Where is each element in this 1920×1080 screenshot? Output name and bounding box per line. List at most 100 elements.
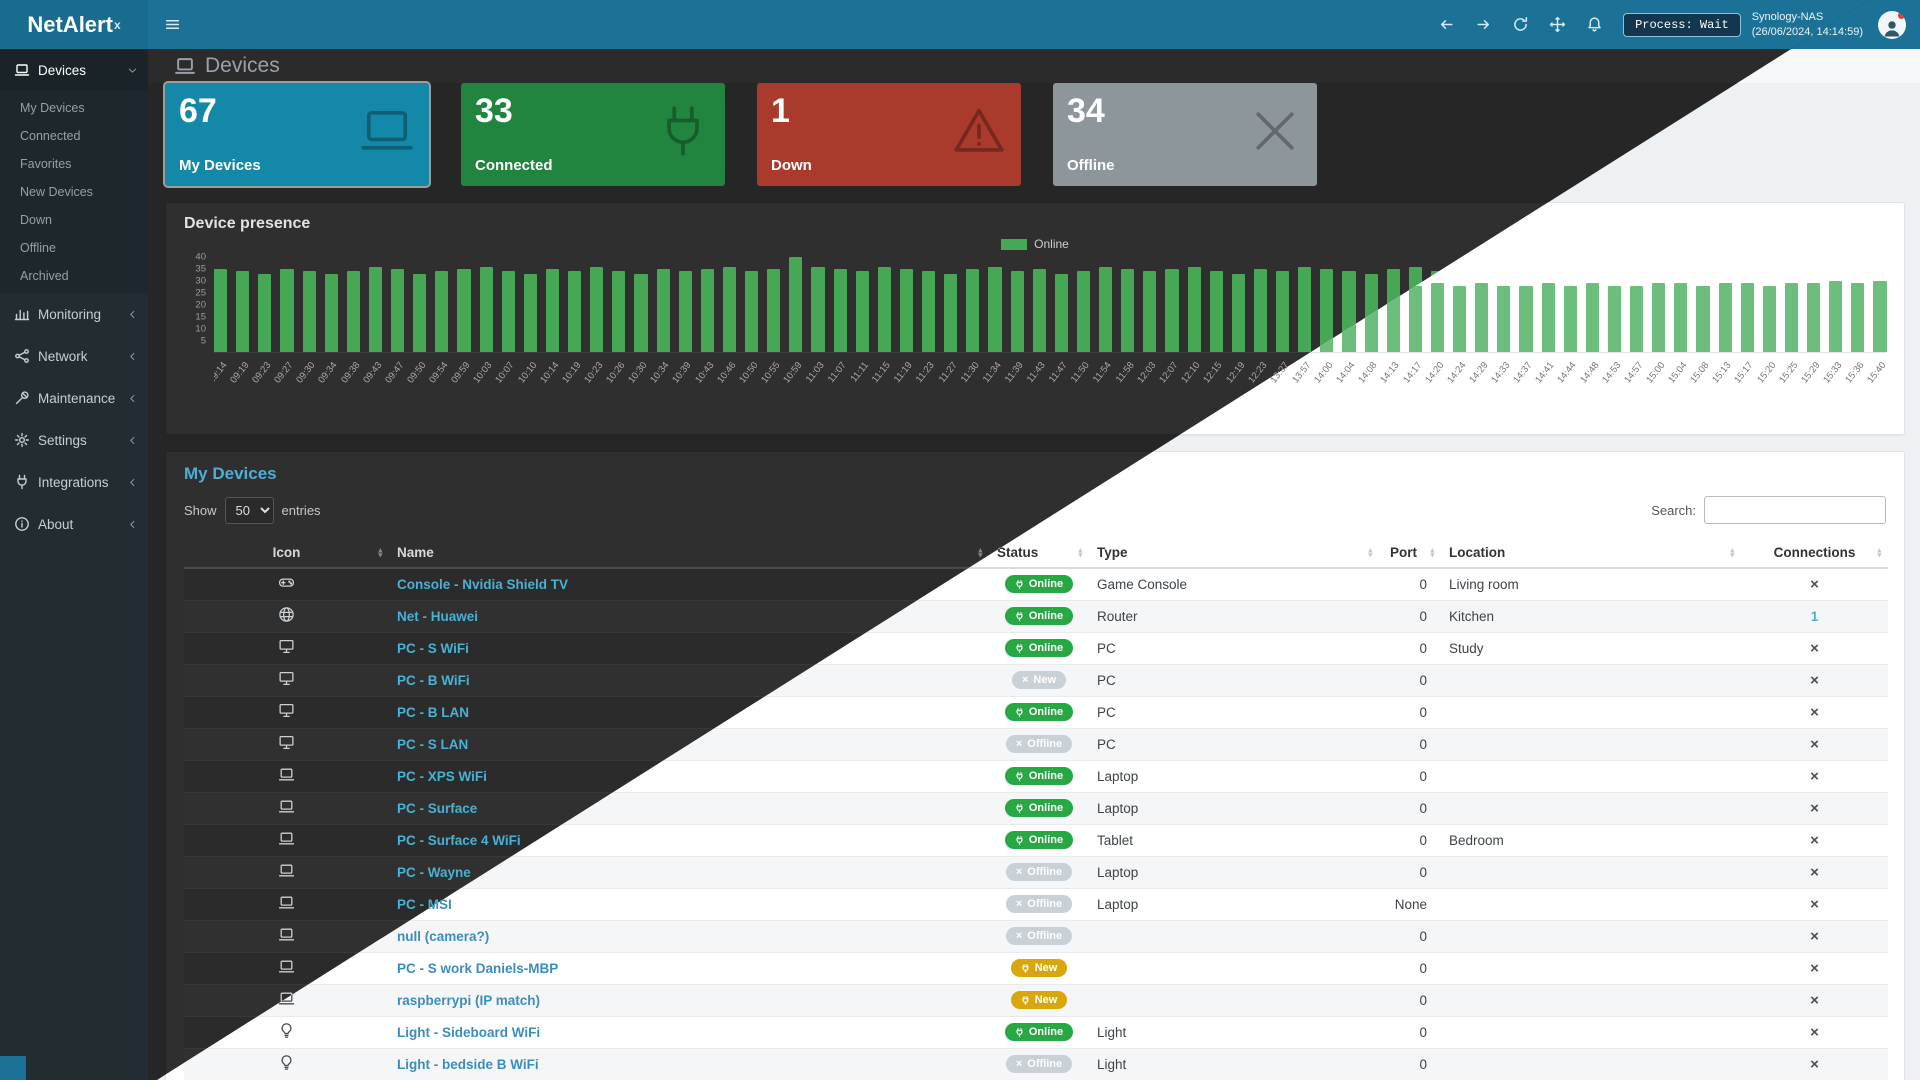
device-name-link[interactable]: Light - Sideboard WiFi [397, 1024, 541, 1040]
nav-forward-button[interactable] [1465, 0, 1501, 49]
presence-x-label: 12:31 [1290, 360, 1314, 386]
bulb-icon [278, 1054, 295, 1071]
presence-bar [1209, 271, 1223, 352]
presence-x-label: 13:55 [1754, 360, 1778, 386]
device-name-link[interactable]: PC - MSI [397, 896, 452, 912]
refresh-button[interactable] [1502, 0, 1538, 49]
device-name-link[interactable]: raspberrypi (IP match) [397, 992, 541, 1008]
column-header-status[interactable]: Status ▲ ▼ [989, 538, 1089, 569]
sidebar-item-network[interactable]: Network [0, 335, 148, 377]
presence-bar [1408, 266, 1422, 352]
plug-icon [1015, 611, 1024, 621]
chevron-left-icon [127, 351, 138, 362]
notifications-button[interactable] [1576, 0, 1612, 49]
device-name-link[interactable]: PC - B WiFi [397, 672, 470, 688]
status-label: Online [1028, 578, 1064, 591]
presence-x-label: 13:39 [1666, 360, 1690, 386]
move-button[interactable] [1539, 0, 1575, 49]
device-name-link[interactable]: PC - S LAN [397, 736, 469, 752]
plug-icon [1015, 771, 1024, 781]
column-header-name[interactable]: Name▲▼ [389, 538, 989, 569]
sidebar-subitem-connected[interactable]: Connected [20, 129, 81, 143]
sort-icon: ▲▼ [1728, 544, 1736, 560]
sidebar-subitem-my-devices[interactable]: My Devices [20, 101, 85, 115]
user-avatar[interactable] [1878, 10, 1906, 39]
device-name-link[interactable]: Console - Nvidia Shield TV [397, 576, 569, 592]
sidebar-subitem-favorites[interactable]: Favorites [20, 157, 72, 171]
entries-select[interactable]: 50 [224, 496, 274, 524]
no-connection-icon: × [1810, 639, 1819, 657]
column-header-connections[interactable]: Connections ▲ ▼ [1741, 538, 1888, 569]
search-input[interactable] [1704, 496, 1886, 524]
sidebar-item-integrations[interactable]: Integrations [0, 461, 148, 503]
stat-label: Down [771, 157, 812, 174]
presence-bar [922, 271, 936, 352]
sidebar-item-about[interactable]: About [0, 503, 148, 545]
status-badge: Online [1004, 1022, 1074, 1042]
nav-back-button[interactable] [1428, 0, 1464, 49]
device-name-link[interactable]: Light - bedside B WiFi [397, 1056, 539, 1072]
search-box: Search: [1651, 496, 1886, 524]
device-name-link[interactable]: PC - Surface 4 WiFi [397, 832, 521, 848]
device-name-link[interactable]: PC - B LAN [397, 704, 469, 720]
sidebar-subitem-offline[interactable]: Offline [20, 241, 56, 255]
device-name-link[interactable]: PC - Surface [397, 800, 478, 816]
presence-bar [811, 266, 825, 352]
sidebar-item-settings[interactable]: Settings [0, 419, 148, 461]
presence-bar [656, 268, 670, 352]
device-row[interactable]: PC - S work Daniels-MBP New 0 × [184, 952, 1888, 985]
presence-bar [966, 268, 980, 352]
device-name-link[interactable]: PC - XPS WiFi [397, 768, 487, 784]
sidebar-item-monitoring[interactable]: Monitoring [0, 293, 148, 335]
device-name-link[interactable]: Net - Huawei [397, 608, 479, 624]
sidebar-subitem-new-devices[interactable]: New Devices [20, 185, 93, 199]
sort-icon: ▲▼ [1076, 544, 1084, 560]
sidebar-item-devices[interactable]: Devices [0, 49, 148, 91]
presence-x-label: 11:30 [958, 360, 982, 385]
person-icon [1881, 17, 1903, 39]
process-status-badge[interactable]: Process: Wait [1623, 12, 1741, 37]
column-header-type[interactable]: Type ▲ ▼ [1089, 538, 1379, 569]
device-row[interactable]: Light - Sideboard WiFi Online Light 0 × [184, 1016, 1888, 1049]
presence-x-label: 12:43 [1356, 360, 1380, 386]
sidebar-corner-badge[interactable] [0, 1056, 26, 1080]
device-name-link[interactable]: PC - S WiFi [397, 640, 469, 656]
sidebar-subitem-down[interactable]: Down [20, 213, 52, 227]
column-header-icon[interactable]: Icon▲▼ [184, 538, 389, 569]
connections-link[interactable]: 1 [1810, 608, 1819, 624]
sidebar-nav: Devices My Devices Connected Favorites New D… [0, 49, 148, 545]
column-header-port[interactable]: Port ▲ ▼ [1379, 538, 1441, 569]
device-row[interactable]: Light - bedside B WiFi × Offline Light 0 × [184, 1048, 1888, 1080]
device-row[interactable]: null (camera?) × Offline 0 × [184, 920, 1888, 953]
sidebar-toggle-button[interactable] [154, 0, 190, 49]
device-row[interactable]: raspberrypi (IP match) New 0 × [184, 984, 1888, 1017]
presence-x-label: 10:50 [736, 360, 761, 386]
device-name-link[interactable]: PC - S work Daniels-MBP [397, 960, 559, 976]
sidebar-subitem-archived[interactable]: Archived [20, 269, 69, 283]
sidebar-item-maintenance[interactable]: Maintenance [0, 377, 148, 419]
presence-bar [1386, 268, 1400, 352]
status-badge: New [1010, 958, 1068, 978]
device-name-link[interactable]: PC - Wayne [397, 864, 471, 880]
presence-x-label: 11:15 [870, 360, 893, 385]
column-header-location[interactable]: Location ▲ ▼ [1441, 538, 1741, 569]
device-name-link[interactable]: null (camera?) [397, 928, 490, 944]
